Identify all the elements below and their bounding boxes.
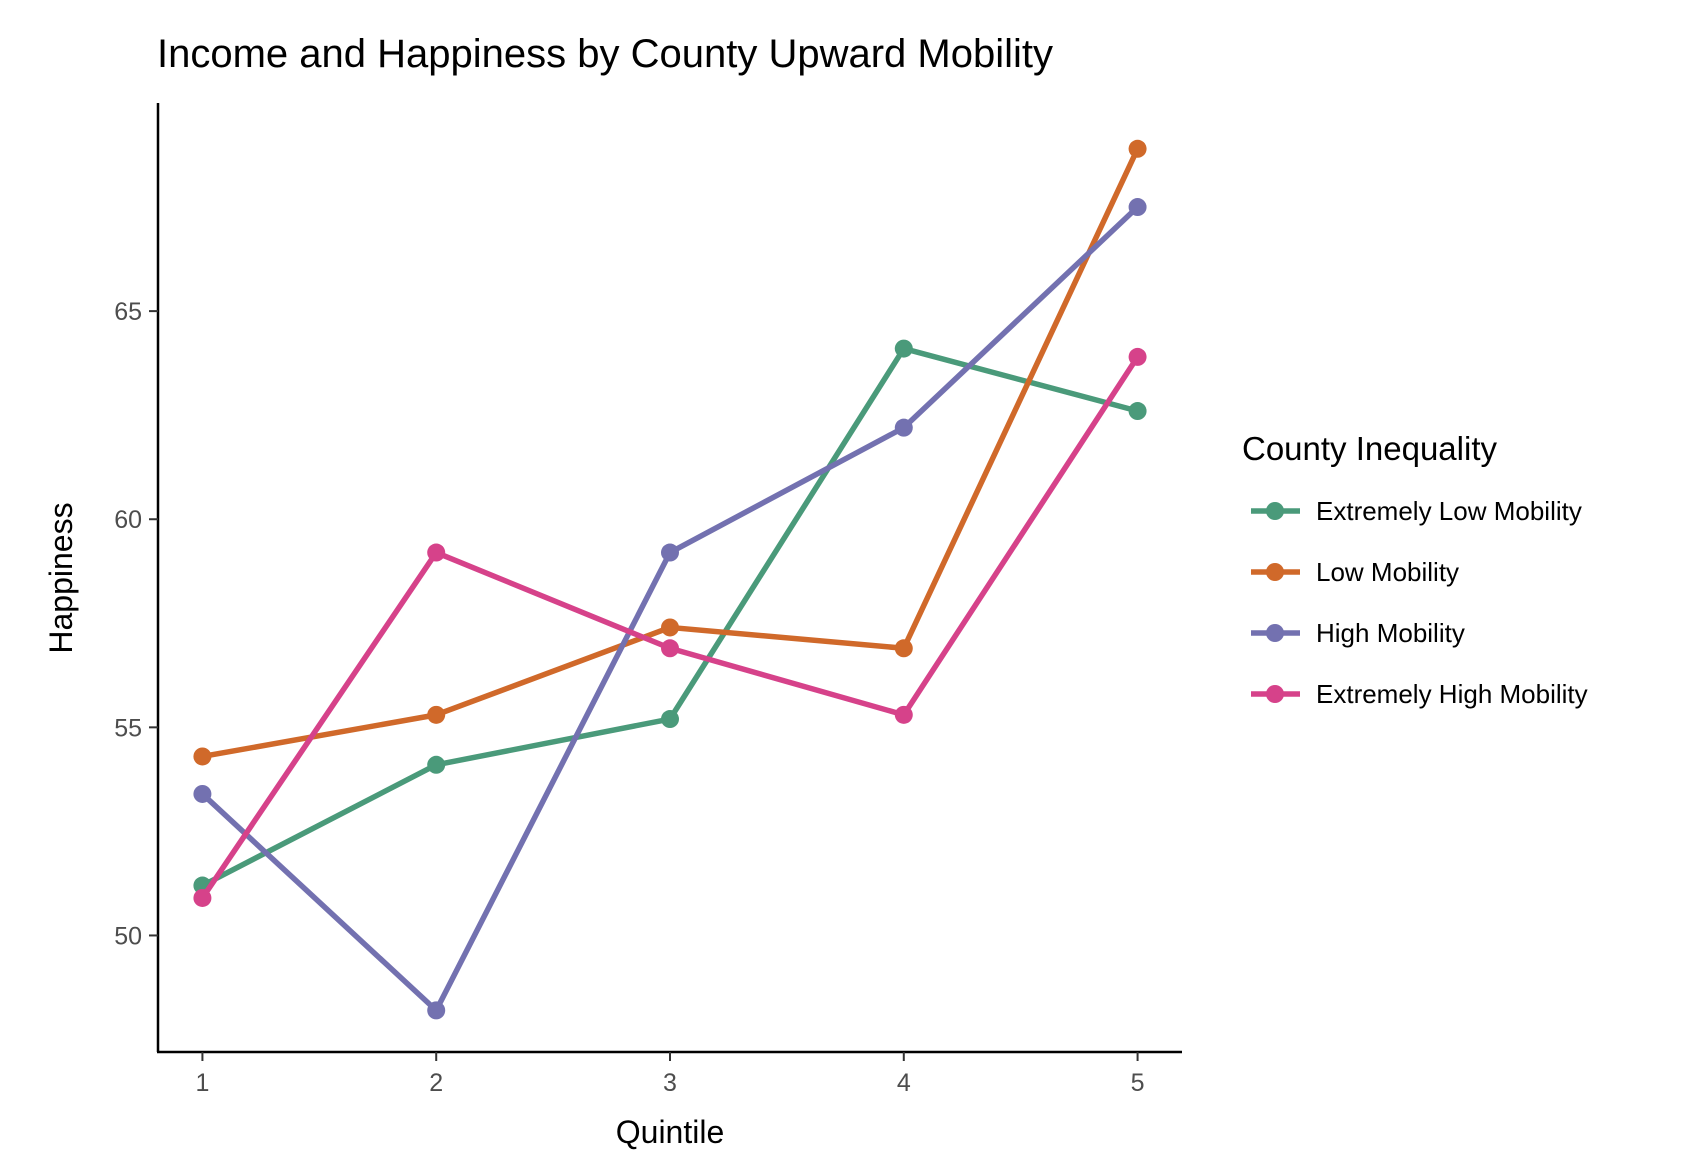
y-tick-label: 50 [114, 922, 142, 950]
y-tick-label: 55 [114, 714, 142, 742]
legend-label: Extremely High Mobility [1316, 679, 1588, 709]
series-low-mobility [193, 139, 1147, 766]
data-point-high-mobility [427, 1001, 446, 1020]
data-point-low-mobility [193, 747, 212, 766]
series-extremely-low-mobility [193, 339, 1147, 895]
data-point-extremely-high-mobility [193, 888, 212, 907]
legend-key-point [1266, 624, 1284, 642]
data-point-low-mobility [1128, 139, 1147, 158]
series-line-high-mobility [199, 204, 1141, 1014]
x-tick-label: 4 [897, 1069, 911, 1097]
x-axis-title: Quintile [616, 1114, 725, 1150]
data-point-low-mobility [661, 618, 679, 637]
plot-area: 50 55 60 65 1 2 3 4 5 [114, 103, 1182, 1097]
data-point-extremely-high-mobility [894, 705, 913, 724]
data-point-extremely-low-mobility [427, 755, 446, 774]
legend-label: Low Mobility [1316, 557, 1459, 587]
legend-title: County Inequality [1242, 430, 1497, 467]
legend-key-point [1266, 685, 1284, 703]
data-point-extremely-low-mobility [894, 339, 913, 358]
data-point-extremely-low-mobility [661, 710, 679, 729]
data-point-high-mobility [1128, 198, 1147, 217]
series-extremely-high-mobility [193, 347, 1147, 907]
data-point-high-mobility [193, 784, 212, 803]
legend-key-point [1266, 502, 1284, 520]
y-tick-label: 60 [114, 506, 142, 534]
x-tick-label: 2 [429, 1069, 443, 1097]
x-tick-label: 3 [663, 1069, 677, 1097]
data-point-extremely-low-mobility [1128, 402, 1147, 421]
data-point-low-mobility [894, 639, 913, 658]
series-high-mobility [193, 198, 1147, 1020]
series-line-low-mobility [199, 146, 1141, 760]
data-point-extremely-high-mobility [1128, 347, 1147, 366]
legend-item-low-mobility: Low Mobility [1251, 557, 1459, 587]
chart-title: Income and Happiness by County Upward Mo… [157, 32, 1053, 76]
y-axis-title: Happiness [43, 502, 79, 653]
legend-item-extremely-low-mobility: Extremely Low Mobility [1251, 496, 1582, 526]
y-tick-label: 65 [114, 298, 142, 326]
legend-key-point [1266, 563, 1284, 581]
legend-label: Extremely Low Mobility [1316, 496, 1582, 526]
legend-item-extremely-high-mobility: Extremely High Mobility [1251, 679, 1588, 709]
x-tick-label: 1 [195, 1069, 209, 1097]
data-point-high-mobility [661, 543, 679, 562]
data-point-extremely-high-mobility [427, 543, 446, 562]
series-line-extremely-low-mobility [199, 345, 1141, 889]
data-point-low-mobility [427, 705, 446, 724]
data-point-extremely-high-mobility [661, 639, 679, 658]
x-tick-label: 5 [1131, 1069, 1145, 1097]
legend-item-high-mobility: High Mobility [1251, 618, 1465, 648]
legend-label: High Mobility [1316, 618, 1465, 648]
legend: County Inequality Extremely Low Mobility… [1242, 430, 1588, 709]
data-point-high-mobility [894, 418, 913, 437]
